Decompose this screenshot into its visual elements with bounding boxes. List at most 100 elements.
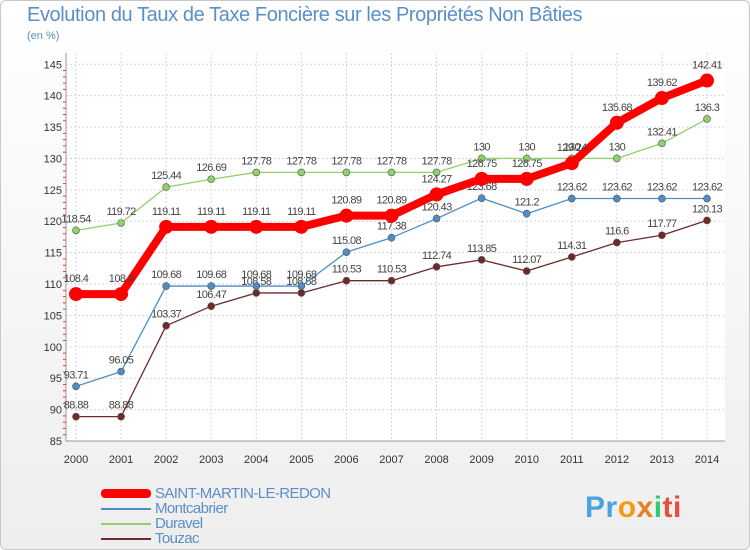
data-label-montcabrier: 117.38 (377, 221, 407, 233)
data-label-duravel: 136.3 (695, 102, 720, 114)
data-label-duravel: 127.78 (286, 155, 317, 167)
x-tick-label: 2002 (154, 454, 178, 466)
data-point-duravel (522, 154, 531, 163)
data-label-montcabrier: 123.62 (602, 182, 633, 194)
data-label-touzac: 110.53 (377, 264, 407, 276)
data-label-duravel: 130 (473, 141, 490, 153)
data-label-saint-martin-le-redon: 119.11 (152, 206, 181, 218)
data-label-saint-martin-le-redon: 129.24 (557, 142, 588, 154)
data-point-duravel (72, 226, 80, 235)
data-point-saint-martin-le-redon (384, 208, 399, 223)
legend-line-saint-martin-le-redon (101, 489, 151, 498)
x-tick-label: 2003 (199, 454, 223, 466)
legend-line-duravel (101, 523, 151, 525)
data-point-saint-martin-le-redon (474, 171, 489, 186)
data-point-montcabrier (387, 233, 396, 242)
data-point-montcabrier (117, 367, 125, 376)
data-point-duravel (162, 183, 170, 191)
data-point-touzac (72, 412, 80, 421)
data-label-saint-martin-le-redon: 126.75 (467, 158, 498, 170)
data-label-saint-martin-le-redon: 119.11 (197, 206, 226, 218)
data-label-montcabrier: 123.62 (692, 182, 723, 194)
data-label-duravel: 130 (609, 141, 626, 153)
data-label-duravel: 119.72 (106, 206, 136, 218)
data-point-montcabrier (252, 282, 261, 290)
data-point-touzac (703, 216, 711, 225)
legend-label-saint-martin-le-redon: SAINT-MARTIN-LE-REDON (155, 485, 331, 502)
data-point-touzac (207, 302, 216, 310)
y-tick-label: 95 (50, 373, 62, 385)
data-point-duravel (613, 154, 621, 163)
data-label-montcabrier: 109.68 (196, 269, 227, 281)
x-tick-label: 2006 (334, 454, 358, 466)
data-point-touzac (658, 231, 666, 240)
data-label-touzac: 110.53 (332, 264, 362, 276)
data-point-saint-martin-le-redon (519, 171, 534, 186)
data-point-duravel (477, 154, 486, 163)
data-point-saint-martin-le-redon (114, 287, 129, 302)
data-point-touzac (162, 321, 170, 330)
x-tick-label: 2009 (469, 454, 493, 466)
data-point-montcabrier (522, 209, 531, 218)
data-label-touzac: 117.77 (647, 218, 677, 230)
data-label-saint-martin-le-redon: 135.68 (602, 102, 633, 114)
x-tick-label: 2013 (650, 454, 674, 466)
data-label-duravel: 127.78 (422, 155, 453, 167)
data-label-saint-martin-le-redon: 126.75 (512, 158, 543, 170)
data-point-touzac (522, 267, 531, 275)
data-label-montcabrier: 115.08 (332, 235, 362, 247)
data-label-saint-martin-le-redon: 119.11 (287, 206, 316, 218)
data-label-montcabrier: 123.62 (557, 182, 588, 194)
data-label-duravel: 127.78 (241, 155, 272, 167)
data-label-montcabrier: 123.62 (647, 182, 678, 194)
y-tick-label: 145 (44, 59, 62, 71)
data-label-montcabrier: 109.68 (151, 269, 182, 281)
data-label-montcabrier: 121.2 (514, 197, 539, 209)
data-label-duravel: 125.44 (151, 170, 182, 182)
y-tick-label: 100 (44, 342, 62, 354)
y-tick-label: 110 (44, 279, 62, 291)
data-label-touzac: 120.13 (692, 203, 723, 215)
data-point-touzac (477, 256, 486, 264)
data-label-touzac: 113.85 (467, 243, 497, 255)
y-tick-label: 105 (44, 310, 62, 322)
data-point-touzac (117, 412, 125, 421)
data-point-touzac (297, 289, 306, 297)
data-point-montcabrier (297, 282, 306, 290)
data-label-saint-martin-le-redon: 119.11 (242, 206, 271, 218)
data-label-montcabrier: 96.05 (109, 355, 134, 367)
data-point-montcabrier (613, 194, 621, 203)
data-label-duravel: 127.78 (376, 155, 407, 167)
data-label-saint-martin-le-redon: 120.89 (376, 195, 407, 207)
data-point-montcabrier (342, 248, 351, 256)
data-label-montcabrier: 109.68 (241, 269, 272, 281)
data-label-touzac: 88.88 (64, 400, 89, 412)
data-label-duravel: 127.78 (331, 155, 362, 167)
data-label-saint-martin-le-redon: 120.89 (331, 195, 362, 207)
y-tick-label: 85 (50, 436, 62, 448)
y-tick-label: 130 (44, 153, 62, 165)
data-point-touzac (613, 238, 621, 247)
data-point-touzac (387, 276, 396, 285)
data-label-touzac: 103.37 (151, 309, 182, 321)
y-tick-label: 120 (44, 216, 62, 228)
x-tick-label: 2011 (560, 454, 584, 466)
data-point-montcabrier (432, 214, 441, 223)
data-point-montcabrier (207, 282, 216, 290)
data-point-montcabrier (567, 194, 576, 203)
data-label-montcabrier: 93.71 (64, 369, 89, 381)
x-tick-label: 2004 (244, 454, 268, 466)
legend-label-montcabrier: Montcabrier (155, 500, 228, 517)
data-label-montcabrier: 120.43 (422, 202, 453, 214)
data-point-montcabrier (162, 282, 170, 290)
data-label-duravel: 130 (564, 141, 581, 153)
data-label-saint-martin-le-redon: 139.62 (647, 77, 678, 89)
legend-line-montcabrier (101, 508, 151, 510)
y-tick-label: 140 (44, 91, 62, 103)
unit-label: (en %) (27, 30, 60, 42)
data-label-saint-martin-le-redon: 142.41 (692, 60, 723, 72)
data-point-duravel (252, 168, 261, 177)
data-point-saint-martin-le-redon (294, 219, 309, 234)
y-tick-label: 135 (44, 122, 62, 134)
